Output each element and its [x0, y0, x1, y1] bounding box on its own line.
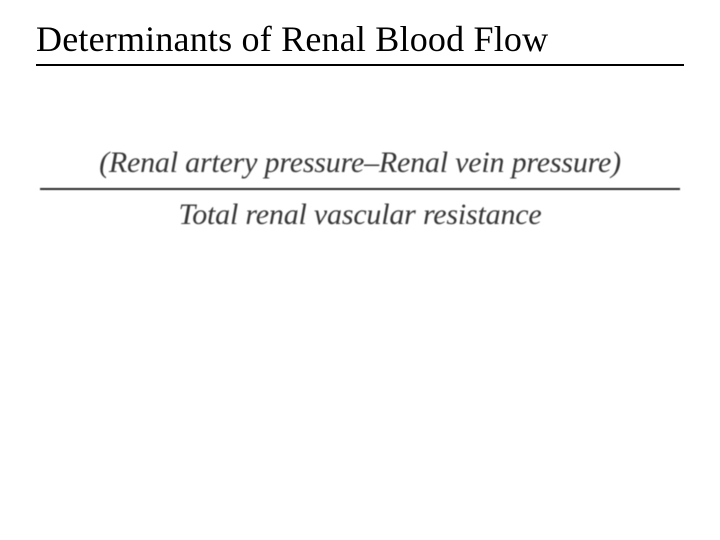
- slide: Determinants of Renal Blood Flow (Renal …: [0, 0, 720, 540]
- page-title: Determinants of Renal Blood Flow: [36, 18, 684, 60]
- formula-numerator: (Renal artery pressure–Renal vein pressu…: [99, 146, 621, 186]
- title-underline: Determinants of Renal Blood Flow: [36, 18, 684, 66]
- formula-denominator: Total renal vascular resistance: [179, 196, 542, 232]
- formula-fraction: (Renal artery pressure–Renal vein pressu…: [36, 146, 684, 232]
- fraction-line: [40, 188, 680, 190]
